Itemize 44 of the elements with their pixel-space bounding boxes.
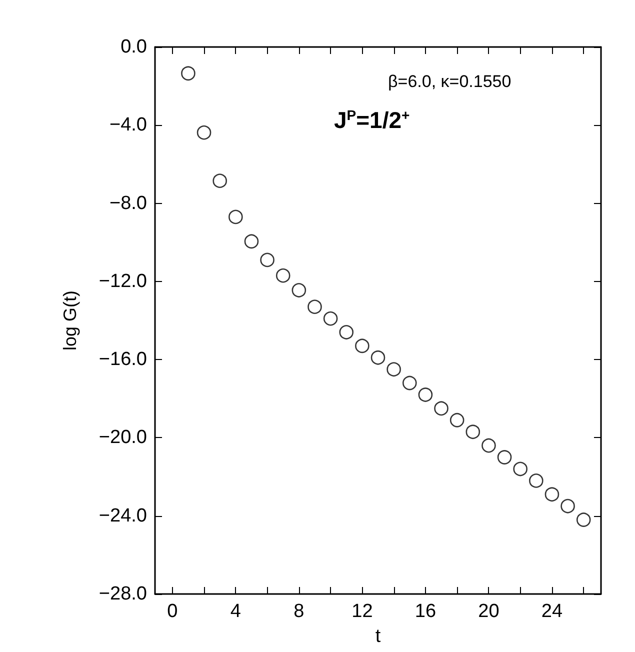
point [482,438,496,453]
x-tick-label: 20 [478,601,500,622]
point [434,401,448,416]
annotation: β=6.0, κ=0.1550 [388,72,512,91]
x-tick-label: 12 [352,601,373,622]
point [529,474,544,488]
point [544,487,560,502]
point [323,311,338,326]
x-tick-label: 16 [414,601,436,622]
x-tick-label: 0 [167,601,178,622]
x-tick-label: 4 [230,601,242,622]
point [450,412,464,428]
point [276,268,290,283]
y-tick-label: −8.0 [109,192,147,214]
point [339,325,354,340]
point [244,234,259,249]
point [196,125,212,140]
x-tick-label: 24 [541,601,563,622]
point [292,283,306,298]
point [513,462,528,476]
point [560,498,575,514]
point [466,424,480,439]
point [370,350,386,365]
point [308,300,322,314]
point [402,376,417,390]
y-tick-label: −28.0 [98,584,147,604]
y-tick-label: 0.0 [120,36,147,58]
point [386,362,401,376]
point [212,174,227,188]
point [418,388,433,402]
y-tick-label: −20.0 [98,427,147,448]
y-tick-label: −4.0 [109,114,147,136]
y-tick-label: −12.0 [98,270,147,292]
point [181,66,196,81]
point [228,210,243,224]
point [260,252,274,268]
x-axis-title: t [375,626,382,647]
y-axis-title: log G(t) [60,290,80,351]
point [576,512,591,527]
point [355,338,370,354]
y-tick-label: −16.0 [98,349,147,370]
y-tick-label: −24.0 [98,505,147,526]
x-tick-label: 8 [294,601,304,622]
point [497,450,512,464]
